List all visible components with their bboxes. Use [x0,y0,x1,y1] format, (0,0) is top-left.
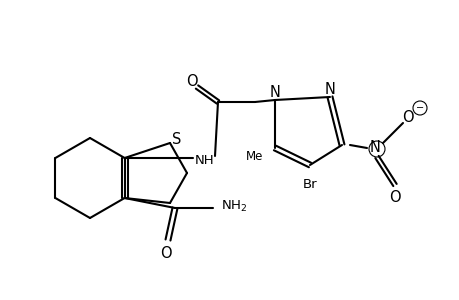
Text: O: O [160,247,172,262]
Text: O: O [401,110,413,125]
Text: Br: Br [302,178,317,191]
Text: O: O [186,74,197,88]
Text: −: − [415,103,423,113]
Text: NH: NH [195,154,214,166]
Text: N: N [269,85,280,100]
Text: N: N [324,82,335,97]
Text: NH$_2$: NH$_2$ [220,199,247,214]
Text: O: O [388,190,400,205]
Text: N: N [369,140,380,155]
Text: S: S [172,133,181,148]
Text: Me: Me [246,149,263,163]
